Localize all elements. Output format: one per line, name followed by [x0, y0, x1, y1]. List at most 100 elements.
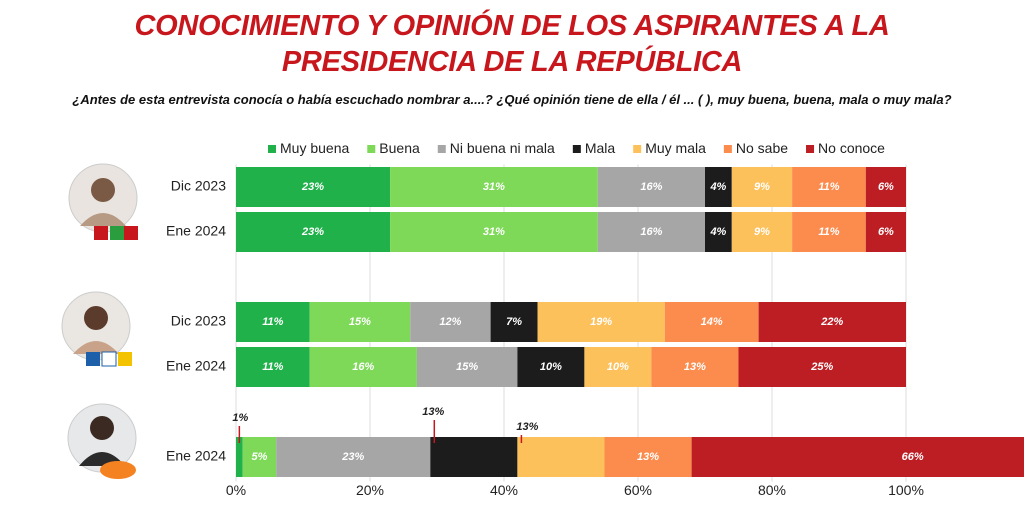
bar-segment: [537, 302, 665, 342]
segment-label: 4%: [709, 226, 726, 238]
segment-label: 16%: [640, 226, 662, 238]
legend-marker: [633, 145, 642, 153]
bar-segment: [430, 437, 518, 477]
bar-segment: [792, 167, 866, 207]
segment-label: 9%: [754, 181, 770, 193]
x-tick-label: 20%: [356, 482, 384, 498]
legend-label: Buena: [379, 140, 420, 156]
segment-label: 13%: [637, 451, 659, 463]
segment-label: 19%: [590, 316, 612, 328]
segment-label: 23%: [301, 181, 324, 193]
bar-segment: [584, 347, 652, 387]
segment-label: 6%: [878, 226, 894, 238]
bar-segment: [309, 347, 417, 387]
y-tick-label: Ene 2024: [166, 448, 226, 464]
segment-label: 16%: [640, 181, 662, 193]
segment-label: 22%: [820, 316, 843, 328]
segment-label: 10%: [607, 361, 629, 373]
segment-label: 13%: [516, 421, 538, 433]
bar-segment: [738, 347, 906, 387]
bar-segment: [236, 212, 391, 252]
segment-label: 12%: [439, 316, 461, 328]
x-tick-label: 40%: [490, 482, 518, 498]
x-tick-label: 100%: [888, 482, 924, 498]
candidate-photo: [68, 163, 138, 240]
bar-segment: [236, 302, 310, 342]
candidate-photo: [61, 291, 132, 367]
segment-label: 13%: [684, 361, 706, 373]
bar-segment: [597, 212, 705, 252]
x-tick-label: 60%: [624, 482, 652, 498]
y-tick-label: Dic 2023: [171, 313, 226, 329]
bar-segment: [236, 437, 243, 477]
segment-label: 7%: [506, 316, 522, 328]
segment-label: 6%: [878, 181, 894, 193]
segment-label: 15%: [456, 361, 478, 373]
plot-area: 23% 31% 16% 4% 9% 11% 6% 23% 31% 16% 4% 9% 11% 6% 11% 1…: [232, 167, 1024, 477]
legend-marker: [572, 145, 581, 153]
segment-label: 10%: [540, 361, 562, 373]
bar-segment: [597, 167, 705, 207]
bar-segment: [865, 167, 906, 207]
bar-segment: [865, 212, 906, 252]
y-tick-label: Ene 2024: [166, 223, 226, 239]
legend-label: Muy buena: [280, 140, 349, 156]
x-tick-label: 80%: [758, 482, 786, 498]
segment-label: 1%: [232, 412, 248, 424]
legend-marker: [723, 145, 732, 153]
bar-segment: [236, 347, 310, 387]
bar-segment: [664, 302, 759, 342]
bar-segment: [416, 347, 518, 387]
bar-segment: [517, 437, 605, 477]
bar-segment: [651, 347, 739, 387]
bar-segment: [276, 437, 431, 477]
segment-label: 16%: [352, 361, 374, 373]
segment-label: 23%: [301, 226, 324, 238]
bar-segment: [517, 347, 585, 387]
chart-subtitle: ¿Antes de esta entrevista conocía o habí…: [72, 92, 952, 107]
y-tick-label: Dic 2023: [171, 178, 226, 194]
legend-label: Mala: [585, 140, 616, 156]
segment-label: 14%: [701, 316, 723, 328]
segment-label: 13%: [422, 406, 444, 418]
candidate-photo: [67, 403, 137, 479]
legend-label: Ni buena ni mala: [450, 140, 555, 156]
segment-label: 11%: [262, 361, 283, 373]
segment-label: 11%: [818, 181, 839, 193]
segment-label: 23%: [341, 451, 364, 463]
bar-segment: [758, 302, 906, 342]
segment-label: 31%: [483, 226, 505, 238]
segment-label: 31%: [483, 181, 505, 193]
bar-segment: [242, 437, 277, 477]
legend-label: No conoce: [818, 140, 885, 156]
bar-segment: [309, 302, 411, 342]
segment-label: 5%: [251, 451, 267, 463]
bar-segment: [390, 212, 598, 252]
legend-marker: [437, 145, 446, 153]
segment-label: 25%: [810, 361, 833, 373]
bar-segment: [390, 167, 598, 207]
segment-label: 15%: [349, 316, 371, 328]
bar-segment: [236, 167, 391, 207]
segment-label: 9%: [754, 226, 770, 238]
legend-marker: [367, 145, 376, 153]
legend-label: No sabe: [736, 140, 788, 156]
bar-segment: [705, 212, 732, 252]
bar-segment: [490, 302, 538, 342]
bar-segment: [731, 212, 793, 252]
segment-label: 4%: [709, 181, 726, 193]
bar-segment: [604, 437, 692, 477]
x-tick-label: 0%: [226, 482, 246, 498]
segment-label: 11%: [262, 316, 283, 328]
legend-marker: [806, 145, 815, 153]
legend-marker: [268, 145, 276, 153]
bar-segment: [731, 167, 793, 207]
bar-segment: [410, 302, 491, 342]
segment-label: 11%: [818, 226, 839, 238]
chart-title: CONOCIMIENTO Y OPINIÓN DE LOS ASPIRANTES…: [134, 10, 890, 78]
legend-label: Muy mala: [645, 140, 706, 156]
bar-segment: [792, 212, 866, 252]
y-tick-label: Ene 2024: [166, 358, 226, 374]
